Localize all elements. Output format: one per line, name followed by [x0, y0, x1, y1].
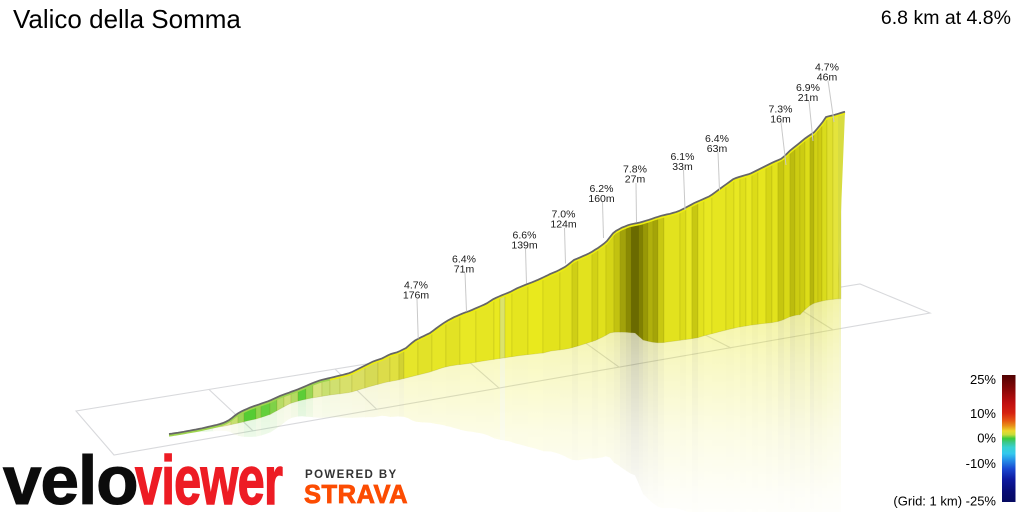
svg-text:6.4%: 6.4%: [452, 254, 476, 266]
svg-text:(Grid: 1 km) -25%: (Grid: 1 km) -25%: [893, 494, 996, 509]
svg-text:33m: 33m: [672, 161, 693, 173]
svg-text:7.8%: 7.8%: [623, 164, 647, 176]
svg-text:velo: velo: [3, 441, 137, 512]
svg-text:POWERED BY: POWERED BY: [305, 469, 398, 481]
svg-text:46m: 46m: [817, 71, 838, 83]
svg-text:viewer: viewer: [135, 442, 283, 512]
svg-text:6.8 km at 4.8%: 6.8 km at 4.8%: [881, 7, 1011, 29]
svg-text:139m: 139m: [511, 239, 538, 251]
svg-text:27m: 27m: [625, 173, 646, 185]
svg-text:160m: 160m: [588, 193, 615, 205]
svg-text:0%: 0%: [977, 431, 996, 446]
svg-text:6.2%: 6.2%: [590, 183, 614, 195]
svg-text:STRAVA: STRAVA: [304, 481, 408, 509]
svg-text:7.3%: 7.3%: [769, 104, 793, 116]
svg-text:71m: 71m: [454, 263, 475, 275]
svg-text:6.4%: 6.4%: [705, 133, 729, 145]
svg-text:10%: 10%: [970, 406, 996, 421]
svg-text:6.6%: 6.6%: [513, 230, 537, 242]
svg-text:Valico della Somma: Valico della Somma: [13, 4, 241, 34]
svg-text:4.7%: 4.7%: [404, 280, 428, 292]
svg-text:-10%: -10%: [966, 456, 997, 471]
svg-text:6.1%: 6.1%: [671, 151, 695, 163]
svg-text:124m: 124m: [550, 218, 577, 230]
svg-text:7.0%: 7.0%: [552, 209, 576, 221]
svg-text:63m: 63m: [707, 143, 728, 155]
svg-text:4.7%: 4.7%: [815, 62, 839, 74]
svg-text:21m: 21m: [798, 92, 819, 104]
svg-text:176m: 176m: [403, 289, 430, 301]
svg-text:6.9%: 6.9%: [796, 82, 820, 94]
svg-text:25%: 25%: [970, 372, 996, 387]
svg-text:16m: 16m: [770, 113, 791, 125]
